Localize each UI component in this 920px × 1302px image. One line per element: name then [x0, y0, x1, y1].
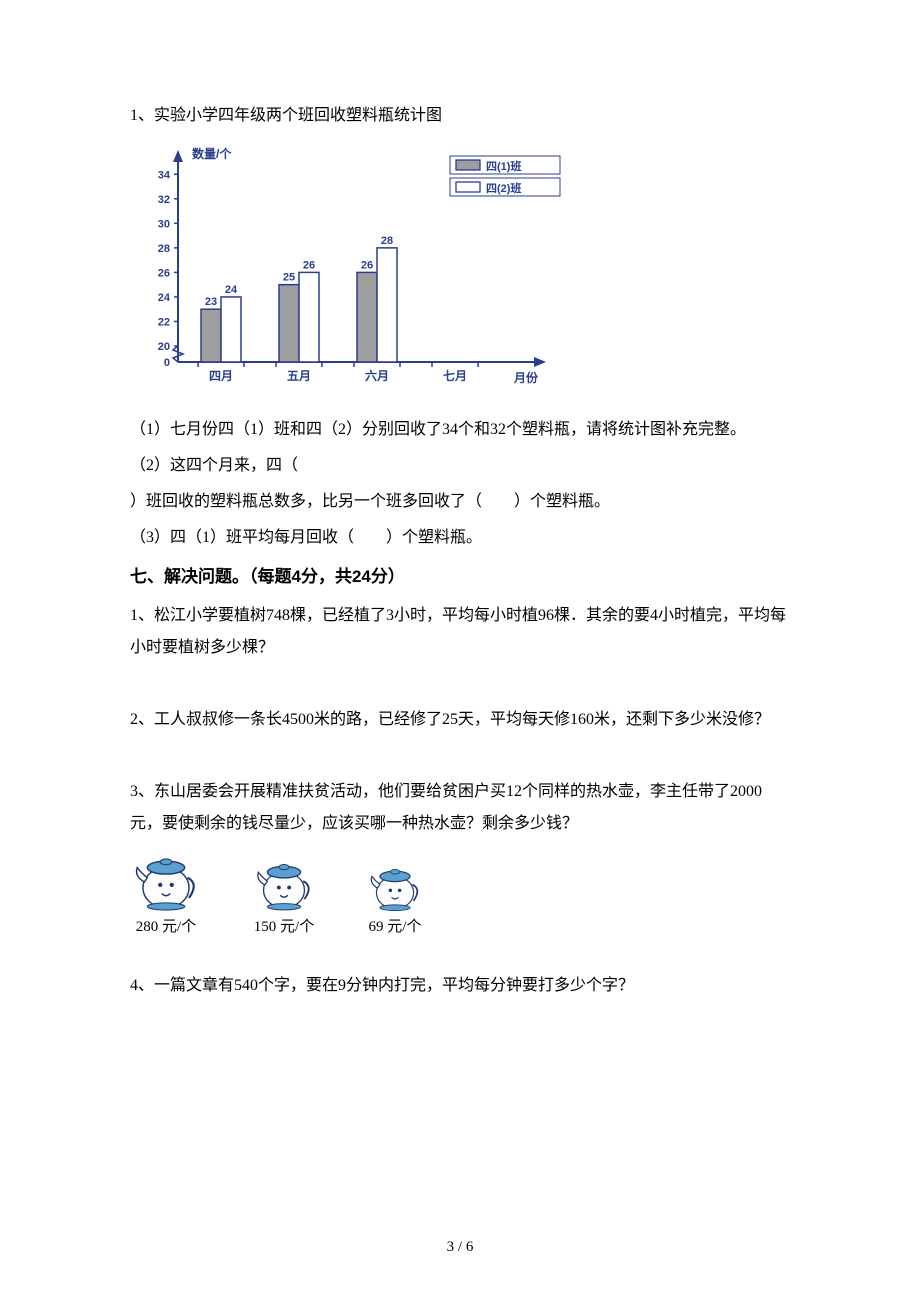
- q1-sub2a: （2）这四个月来，四（: [130, 450, 790, 482]
- problem-4: 4、一篇文章有540个字，要在9分钟内打完，平均每分钟要打多少个字？: [130, 970, 790, 1002]
- kettle-price-label: 150 元/个: [254, 917, 314, 938]
- q1-intro-text: 1、实验小学四年级两个班回收塑料瓶统计图: [130, 100, 790, 132]
- spacer: [130, 942, 790, 970]
- svg-text:23: 23: [205, 296, 217, 308]
- svg-text:26: 26: [158, 267, 170, 279]
- kettle-icon: [252, 853, 316, 911]
- svg-text:六月: 六月: [365, 368, 389, 383]
- svg-text:28: 28: [158, 243, 170, 255]
- svg-text:四(1)班: 四(1)班: [486, 159, 521, 173]
- svg-text:数量/个: 数量/个: [192, 146, 232, 161]
- q1-sub3: （3）四（1）班平均每月回收（ ）个塑料瓶。: [130, 522, 790, 554]
- svg-text:五月: 五月: [287, 369, 311, 383]
- svg-text:22: 22: [158, 316, 170, 328]
- bar-chart-svg: 0 20 22 24 26 28 30 32 34 数量/个月份 23 24 四月 25 26 五月 26 28 六…: [130, 144, 570, 394]
- q1-sub1: （1）七月份四（1）班和四（2）分别回收了34个和32个塑料瓶，请将统计图补充完…: [130, 414, 790, 446]
- svg-text:26: 26: [303, 259, 315, 271]
- bar-chart-container: 0 20 22 24 26 28 30 32 34 数量/个月份 23 24 四月 25 26 五月 26 28 六…: [130, 144, 570, 394]
- spacer: [130, 668, 790, 704]
- problem-1: 1、松江小学要植树748棵，已经植了3小时，平均每小时植96棵．其余的要4小时植…: [130, 600, 790, 664]
- svg-text:七月: 七月: [443, 369, 467, 383]
- kettle-item: 69 元/个: [366, 859, 424, 938]
- kettle-item: 280 元/个: [130, 846, 202, 938]
- problem-3: 3、东山居委会开展精准扶贫活动，他们要给贫困户买12个同样的热水壶，李主任带了2…: [130, 776, 790, 840]
- svg-text:34: 34: [158, 169, 171, 181]
- svg-text:24: 24: [225, 284, 238, 296]
- svg-text:20: 20: [158, 341, 170, 353]
- svg-text:月份: 月份: [513, 370, 539, 385]
- svg-text:0: 0: [164, 357, 170, 369]
- page-footer: 3 / 6: [0, 1232, 920, 1262]
- spacer: [130, 740, 790, 776]
- svg-text:四(2)班: 四(2)班: [486, 181, 521, 195]
- q1-sub2b: ）班回收的塑料瓶总数多，比另一个班多回收了（ ）个塑料瓶。: [130, 486, 790, 518]
- svg-text:26: 26: [361, 259, 373, 271]
- kettle-item: 150 元/个: [252, 853, 316, 938]
- svg-text:32: 32: [158, 194, 170, 206]
- problem-2: 2、工人叔叔修一条长4500米的路，已经修了25天，平均每天修160米，还剩下多…: [130, 704, 790, 736]
- svg-text:30: 30: [158, 218, 170, 230]
- kettle-icon: [366, 859, 424, 911]
- kettle-icon: [130, 846, 202, 911]
- svg-text:28: 28: [381, 235, 393, 247]
- svg-text:24: 24: [158, 292, 171, 304]
- kettle-price-label: 69 元/个: [369, 917, 422, 938]
- svg-text:25: 25: [283, 272, 295, 284]
- kettle-row: 280 元/个 150 元/个 69 元/个: [130, 846, 790, 938]
- svg-text:四月: 四月: [209, 369, 233, 383]
- kettle-price-label: 280 元/个: [136, 917, 196, 938]
- section7-heading: 七、解决问题。（每题4分，共24分）: [130, 560, 790, 594]
